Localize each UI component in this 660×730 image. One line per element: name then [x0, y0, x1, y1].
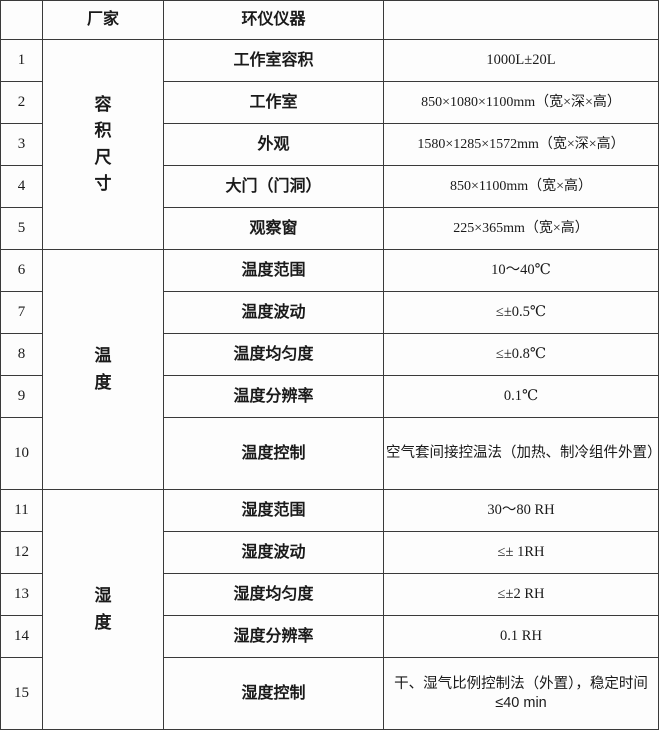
group-label-volume: 容 积 尺 寸: [42, 39, 164, 250]
row-item-label: 工作室容积: [163, 39, 384, 82]
row-value: ≤±0.5℃: [383, 291, 659, 334]
group-char: 度: [94, 372, 112, 392]
row-value: 空气套间接控温法（加热、制冷组件外置）: [383, 417, 660, 490]
group-char: 寸: [94, 173, 112, 193]
row-item-label: 工作室: [163, 81, 384, 124]
group-char: 度: [94, 612, 112, 632]
row-index: 4: [0, 165, 43, 208]
row-value: 0.1℃: [383, 375, 659, 418]
row-index: 11: [0, 489, 43, 532]
row-index: 1: [0, 39, 43, 82]
table-row: 14 湿度分辨率 0.1 RH: [0, 615, 659, 658]
row-item-label: 大门（门洞）: [163, 165, 384, 208]
header-brand: 环仪仪器: [163, 0, 384, 40]
row-value: 10～40℃: [383, 249, 659, 292]
row-item-label: 湿度波动: [163, 531, 384, 574]
table-row: 8 温度均匀度 ≤±0.8℃: [0, 333, 659, 376]
group-label-humidity: 湿 度: [42, 489, 164, 730]
row-value: 干、湿气比例控制法（外置），稳定时间≤40 min: [383, 657, 659, 730]
table-row: 15 湿度控制 干、湿气比例控制法（外置），稳定时间≤40 min: [0, 657, 659, 730]
row-value: ≤± 1RH: [383, 531, 659, 574]
header-manufacturer: 厂家: [42, 0, 164, 40]
row-index: 8: [0, 333, 43, 376]
table-row: 2 工作室 850×1080×1100mm（宽×深×高）: [0, 81, 659, 124]
row-index: 15: [0, 657, 43, 730]
table-row: 9 温度分辨率 0.1℃: [0, 375, 659, 418]
row-index: 7: [0, 291, 43, 334]
table-row: 11 湿 度 湿度范围 30～80 RH: [0, 489, 659, 730]
row-index: 12: [0, 531, 43, 574]
row-item-label: 湿度控制: [163, 657, 384, 730]
group-char: 尺: [94, 147, 112, 167]
group-char: 容: [94, 94, 112, 114]
row-index: 9: [0, 375, 43, 418]
row-value: ≤±2 RH: [383, 573, 659, 616]
row-value: ≤±0.8℃: [383, 333, 659, 376]
table-header-row: 厂家 环仪仪器: [0, 0, 659, 40]
table-row: 3 外观 1580×1285×1572mm（宽×深×高）: [0, 123, 659, 166]
row-item-label: 温度控制: [163, 417, 384, 490]
vertical-label-temperature: 温 度: [45, 250, 161, 489]
header-index-blank: [0, 0, 43, 40]
row-index: 14: [0, 615, 43, 658]
row-index: 10: [0, 417, 43, 490]
row-item-label: 温度波动: [163, 291, 384, 334]
group-char: 湿: [94, 586, 112, 606]
header-value-blank: [383, 0, 659, 40]
table-row: 4 大门（门洞） 850×1100mm（宽×高）: [0, 165, 659, 208]
row-value: 1000L±20L: [383, 39, 659, 82]
row-value: 850×1080×1100mm（宽×深×高）: [383, 81, 659, 124]
table-row: 1 容 积 尺 寸 工作室容积 1000L±20L: [0, 39, 659, 250]
table-row: 6 温 度 温度范围 10～40℃: [0, 249, 659, 490]
table-row: 13 湿度均匀度 ≤±2 RH: [0, 573, 659, 616]
table-row: 10 温度控制 空气套间接控温法（加热、制冷组件外置）: [0, 417, 660, 490]
row-item-label: 湿度均匀度: [163, 573, 384, 616]
row-index: 2: [0, 81, 43, 124]
row-index: 13: [0, 573, 43, 616]
row-value: 1580×1285×1572mm（宽×深×高）: [383, 123, 659, 166]
row-index: 5: [0, 207, 43, 250]
vertical-label-humidity: 湿 度: [45, 490, 161, 729]
row-item-label: 外观: [163, 123, 384, 166]
table-row: 12 湿度波动 ≤± 1RH: [0, 531, 659, 574]
vertical-label-volume: 容 积 尺 寸: [45, 40, 161, 249]
row-item-label: 湿度范围: [163, 489, 384, 532]
row-item-label: 温度范围: [163, 249, 384, 292]
row-value: 225×365mm（宽×高）: [383, 207, 659, 250]
row-value: 850×1100mm（宽×高）: [383, 165, 659, 208]
row-item-label: 湿度分辨率: [163, 615, 384, 658]
group-char: 积: [94, 121, 112, 141]
table-row: 5 观察窗 225×365mm（宽×高）: [0, 207, 659, 250]
row-value: 30～80 RH: [383, 489, 659, 532]
group-char: 温: [94, 346, 112, 366]
row-item-label: 观察窗: [163, 207, 384, 250]
row-index: 3: [0, 123, 43, 166]
group-label-temperature: 温 度: [42, 249, 164, 490]
row-item-label: 温度分辨率: [163, 375, 384, 418]
row-item-label: 温度均匀度: [163, 333, 384, 376]
row-value: 0.1 RH: [383, 615, 659, 658]
row-index: 6: [0, 249, 43, 292]
